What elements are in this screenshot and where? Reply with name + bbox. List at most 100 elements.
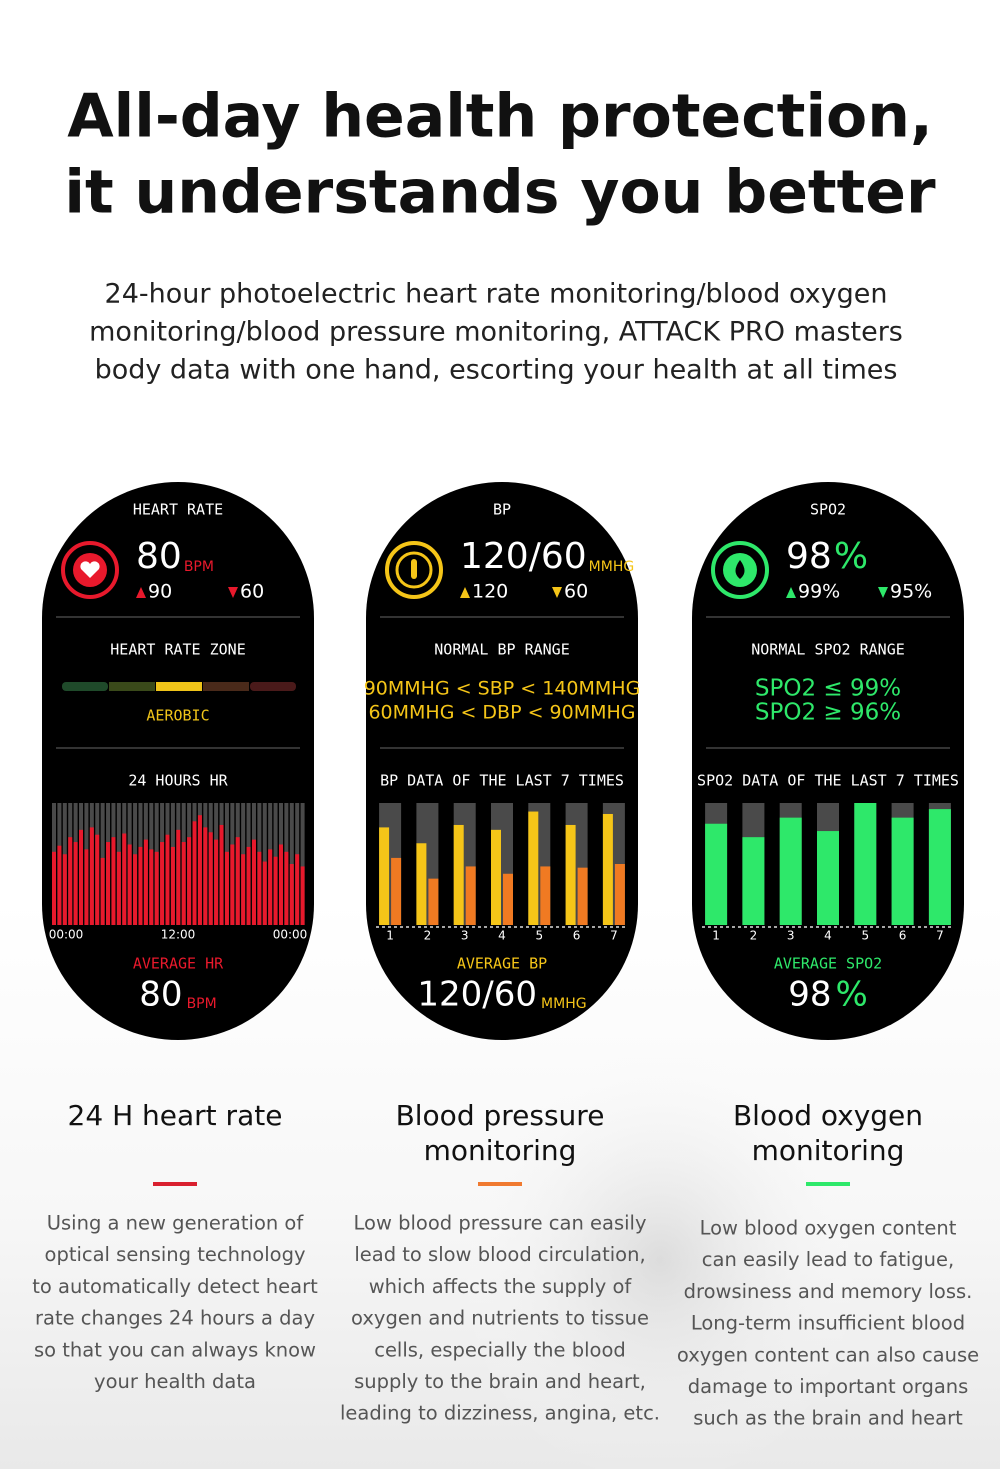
average-value: 120/60 [417,975,537,1015]
bar [779,817,802,925]
bar [197,815,202,925]
bar [160,842,165,925]
bar [273,856,278,925]
icon-ring [711,541,769,599]
x-tick-label: 00:00 [273,928,308,942]
bar [89,827,94,925]
screen-header: SPO2 [810,501,846,519]
x-tick-label: 4 [498,929,506,943]
screen-header: BP [493,501,511,519]
feature-description: lead to slow blood circulation, [354,1243,645,1266]
x-tick-label: 7 [936,929,944,943]
feature-description: cells, especially the blood [374,1338,626,1361]
average-label: AVERAGE HR [133,955,224,973]
down-arrow [228,587,238,598]
reading-value: 120/60 [460,536,587,577]
bar [428,878,439,925]
bar [416,843,427,925]
x-tick-label: 6 [573,929,581,943]
bar [192,821,197,925]
subtitle: 24-hour photoelectric heart rate monitor… [105,279,888,310]
feature-description: so that you can always know [34,1338,316,1361]
reading-value: 98 [786,536,832,577]
reading-unit: BPM [184,559,214,575]
bar [705,823,728,925]
x-tick-label: 5 [861,929,869,943]
range-title: NORMAL SPO2 RANGE [751,641,905,659]
bar [295,854,300,925]
bar [111,837,116,925]
high-value: 99% [798,581,840,603]
low-value: 95% [890,581,932,603]
bar [257,851,262,925]
icon-heart [80,561,100,578]
feature-underline [806,1182,850,1186]
bar [154,851,159,925]
low-value: 60 [240,581,264,603]
bar [528,811,539,925]
zone-segment [62,682,108,691]
bar [106,842,111,925]
x-tick-label: 6 [899,929,907,943]
bar [278,844,283,925]
range-line: SPO2 ≤ 99% [755,676,901,702]
subtitle: body data with one hand, escorting your … [95,355,898,386]
x-tick-label: 7 [610,929,618,943]
title: it understands you better [64,158,936,228]
bar [224,851,229,925]
feature-description: rate changes 24 hours a day [35,1307,315,1330]
feature-description: Long-term insufficient blood [691,1312,965,1335]
bar [52,851,57,925]
down-arrow [552,587,562,598]
feature-underline [478,1182,522,1186]
bar [241,854,246,925]
icon-ring [61,541,119,599]
x-tick-label: 3 [461,929,469,943]
range-title: NORMAL BP RANGE [434,641,569,659]
feature-description: which affects the supply of [369,1275,633,1298]
chart-title: SPO2 DATA OF THE LAST 7 TIMES [697,772,959,790]
feature-title: Blood pressure [396,1099,605,1132]
bar [246,846,251,925]
feature-description: Using a new generation of [47,1212,305,1235]
chart-title: BP DATA OF THE LAST 7 TIMES [380,772,624,790]
bar [379,827,390,925]
bar [262,861,267,925]
bar [577,867,588,925]
bar [230,844,235,925]
bar [928,809,951,925]
x-tick-label: 12:00 [161,928,196,942]
zone-segment [250,682,296,691]
icon-thermometer [411,559,417,579]
average-value: 80 [139,975,182,1015]
zone-segment [109,682,155,691]
bar [268,849,273,925]
subtitle: monitoring/blood pressure monitoring, AT… [89,317,903,348]
bar [465,866,476,925]
bar [235,837,240,925]
reading-unit: % [834,536,868,577]
high-value: 120 [472,581,508,603]
bar [122,833,127,925]
bar [891,817,914,925]
feature-description: drowsiness and memory loss. [684,1280,973,1303]
range-line: 90MMHG < SBP < 140MMHG [364,678,641,700]
bar [203,827,208,925]
feature-title: monitoring [424,1134,577,1167]
x-tick-label: 1 [386,929,394,943]
feature-underline [153,1182,197,1186]
bar [214,839,219,925]
bar [100,857,105,925]
feature-description: to automatically detect heart [32,1275,318,1298]
bar [79,829,84,925]
icon-ring [385,541,443,599]
bar [300,866,305,925]
up-arrow [460,587,470,598]
feature-title: 24 H heart rate [68,1099,283,1132]
x-tick-label: 00:00 [49,928,84,942]
x-tick-label: 1 [712,929,720,943]
bar [602,813,613,925]
screen-header: HEART RATE [133,501,223,519]
